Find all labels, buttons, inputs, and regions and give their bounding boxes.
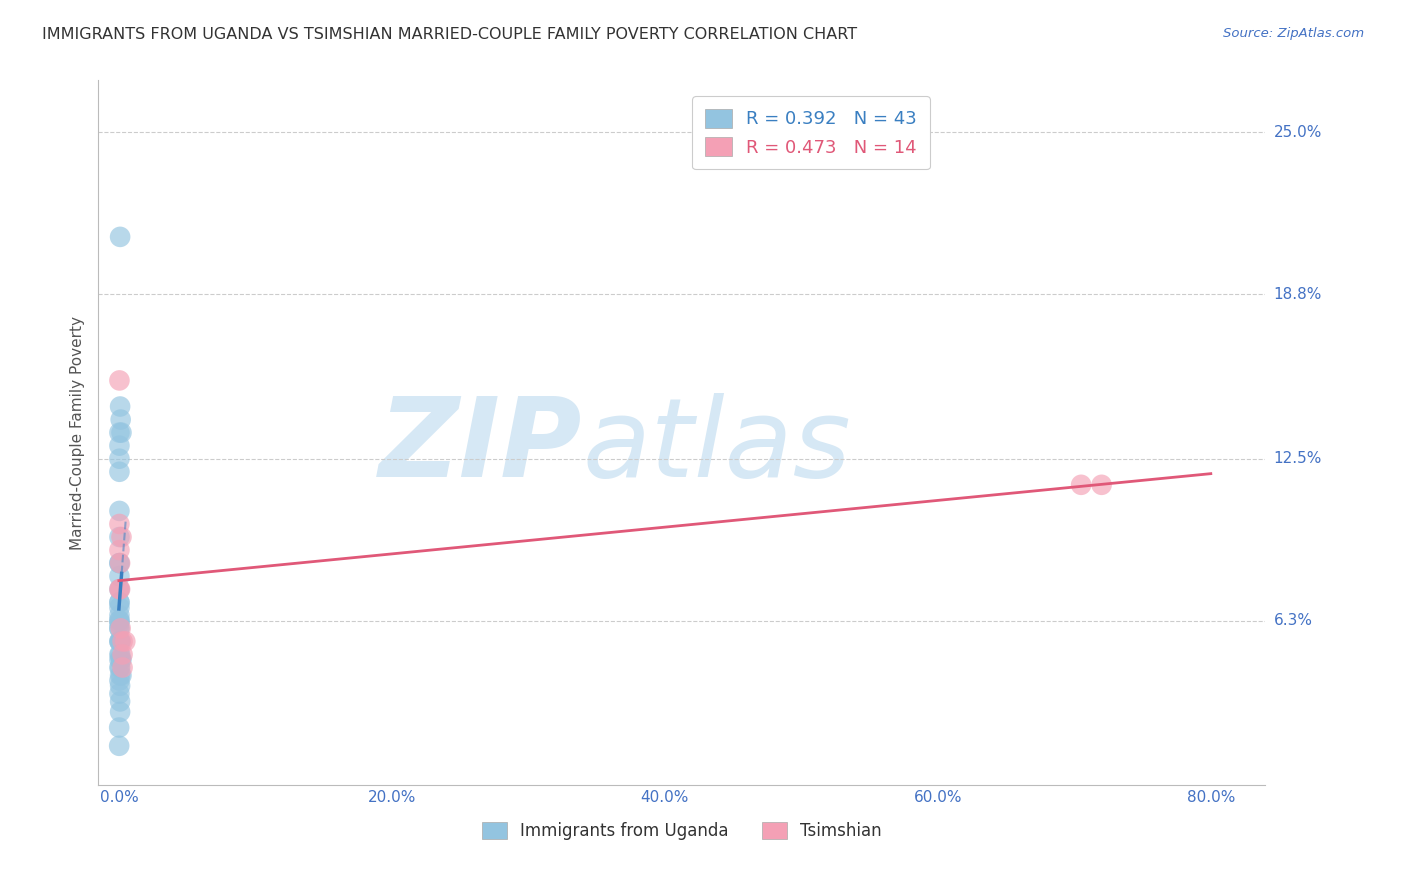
Point <box>111 660 134 674</box>
Point <box>108 373 131 387</box>
Point <box>108 687 131 701</box>
Point <box>108 616 131 631</box>
Point <box>110 621 132 635</box>
Point <box>108 621 131 635</box>
Point <box>108 614 131 628</box>
Point <box>108 679 131 693</box>
Point <box>110 653 132 667</box>
Point <box>111 634 134 648</box>
Text: 12.5%: 12.5% <box>1274 451 1322 467</box>
Point <box>108 582 131 597</box>
Point <box>108 668 131 682</box>
Point <box>108 653 131 667</box>
Point <box>110 668 132 682</box>
Point <box>110 634 132 648</box>
Point <box>108 439 131 453</box>
Point <box>108 673 131 688</box>
Point <box>108 614 131 628</box>
Point <box>108 739 131 753</box>
Point <box>108 705 131 719</box>
Point <box>108 660 131 674</box>
Point <box>108 634 131 648</box>
Point <box>110 412 132 426</box>
Text: atlas: atlas <box>582 393 852 500</box>
Point <box>108 230 131 244</box>
Point <box>110 530 132 544</box>
Point <box>108 621 131 635</box>
Point <box>108 582 131 597</box>
Point <box>108 569 131 583</box>
Point <box>108 400 131 414</box>
Point <box>111 648 134 662</box>
Y-axis label: Married-Couple Family Poverty: Married-Couple Family Poverty <box>69 316 84 549</box>
Point <box>108 648 131 662</box>
Point <box>110 425 132 440</box>
Point <box>108 600 131 615</box>
Point <box>108 595 131 609</box>
Text: 18.8%: 18.8% <box>1274 287 1322 301</box>
Point <box>108 595 131 609</box>
Point <box>1070 478 1092 492</box>
Point <box>108 556 131 570</box>
Point <box>108 543 131 558</box>
Point <box>110 653 132 667</box>
Point <box>108 634 131 648</box>
Text: IMMIGRANTS FROM UGANDA VS TSIMSHIAN MARRIED-COUPLE FAMILY POVERTY CORRELATION CH: IMMIGRANTS FROM UGANDA VS TSIMSHIAN MARR… <box>42 27 858 42</box>
Point <box>108 648 131 662</box>
Point <box>108 634 131 648</box>
Text: Source: ZipAtlas.com: Source: ZipAtlas.com <box>1223 27 1364 40</box>
Text: ZIP: ZIP <box>380 393 582 500</box>
Legend: Immigrants from Uganda, Tsimshian: Immigrants from Uganda, Tsimshian <box>475 815 889 847</box>
Text: 25.0%: 25.0% <box>1274 125 1322 140</box>
Point <box>108 660 131 674</box>
Point <box>108 721 131 735</box>
Point <box>108 556 131 570</box>
Point <box>108 516 131 531</box>
Point <box>108 504 131 518</box>
Point <box>108 451 131 466</box>
Text: 6.3%: 6.3% <box>1274 613 1313 628</box>
Point <box>108 465 131 479</box>
Point <box>108 608 131 623</box>
Point <box>1091 478 1114 492</box>
Point <box>108 425 131 440</box>
Point <box>114 634 136 648</box>
Point <box>108 556 131 570</box>
Point <box>108 582 131 597</box>
Point <box>108 694 131 708</box>
Point <box>108 530 131 544</box>
